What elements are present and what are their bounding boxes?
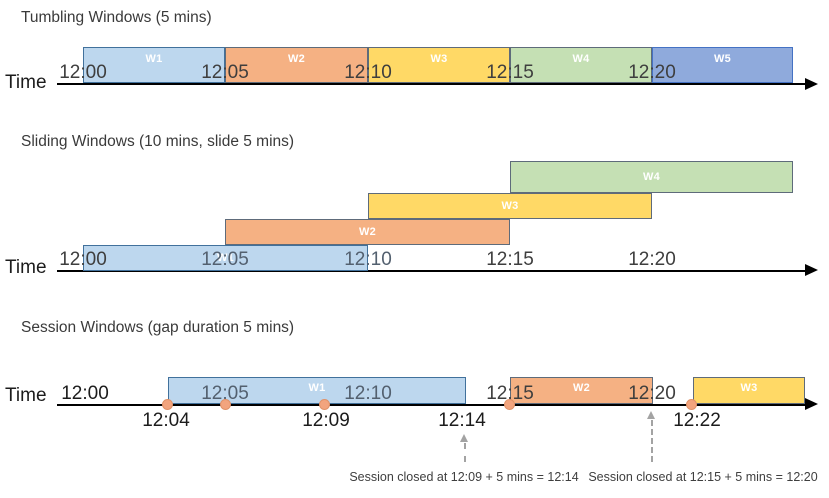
session-tick-1205: 12:05	[201, 383, 249, 404]
annotation-arrow-1-head-icon	[460, 434, 468, 442]
tumbling-window-w3-label: W3	[430, 53, 448, 65]
session-tick-1200: 12:00	[61, 383, 109, 404]
tumbling-window-w5-label: W5	[713, 53, 732, 65]
event-dot-1215	[504, 399, 515, 410]
session-event-label-1214: 12:14	[438, 410, 486, 431]
sliding-time-axis	[57, 270, 806, 272]
session-window-w3: W3	[693, 377, 805, 404]
tumbling-tick-1220: 12:20	[628, 62, 676, 83]
session-window-w2: W2	[510, 377, 653, 404]
session-tick-1215: 12:15	[486, 383, 534, 404]
sliding-tick-1215: 12:15	[486, 249, 534, 270]
tumbling-window-w4: W4	[510, 47, 652, 83]
session-window-w1-label: W1	[308, 382, 326, 394]
annotation-arrow-2-line	[651, 420, 653, 462]
session-event-label-1204: 12:04	[142, 410, 190, 431]
sliding-title: Sliding Windows (10 mins, slide 5 mins)	[21, 133, 295, 150]
session-annotation-2: Session closed at 12:15 + 5 mins = 12:20	[588, 470, 818, 484]
sliding-window-w3-label: W3	[501, 200, 519, 212]
sliding-window-w1: W1	[83, 245, 368, 271]
tumbling-tick-1210: 12:10	[344, 62, 392, 83]
tumbling-window-w2-label: W2	[287, 53, 306, 65]
tumbling-tick-1215: 12:15	[486, 62, 534, 83]
sliding-window-w3: W3	[368, 193, 652, 219]
tumbling-window-w3: W3	[368, 47, 510, 83]
tumbling-axis-arrow-icon	[805, 78, 818, 90]
sliding-tick-1205: 12:05	[201, 249, 249, 270]
tumbling-tick-1200: 12:00	[59, 62, 107, 83]
sliding-window-w4: W4	[510, 161, 793, 193]
tumbling-tick-1205: 12:05	[201, 62, 249, 83]
annotation-arrow-2-head-icon	[647, 411, 655, 419]
tumbling-window-w1: W1	[83, 47, 225, 83]
session-time-axis	[57, 404, 806, 406]
session-tick-1220: 12:20	[628, 383, 676, 404]
sliding-window-w4-label: W4	[642, 171, 661, 183]
sliding-tick-1200: 12:00	[59, 249, 107, 270]
event-dot-1209	[319, 399, 330, 410]
tumbling-window-w5: W5	[652, 47, 793, 83]
session-window-w1: W1	[168, 377, 466, 404]
sliding-tick-1220: 12:20	[628, 249, 676, 270]
sliding-time-axis-label: Time	[5, 257, 47, 278]
tumbling-window-w4-label: W4	[572, 53, 590, 65]
session-time-axis-label: Time	[5, 385, 47, 406]
event-dot-1204	[162, 399, 173, 410]
tumbling-title: Tumbling Windows (5 mins)	[21, 9, 212, 26]
event-dot-1205	[220, 399, 231, 410]
tumbling-window-w2: W2	[225, 47, 368, 83]
session-annotation-1: Session closed at 12:09 + 5 mins = 12:14	[349, 470, 579, 484]
sliding-window-w2: W2	[225, 219, 510, 245]
event-dot-1222	[686, 399, 697, 410]
session-event-label-1222: 12:22	[673, 410, 721, 431]
session-tick-1210: 12:10	[344, 383, 392, 404]
tumbling-time-axis-label: Time	[5, 72, 47, 93]
tumbling-window-w1-label: W1	[145, 53, 163, 65]
session-window-w2-label: W2	[572, 382, 591, 394]
sliding-window-w1-label: W1	[216, 252, 235, 264]
session-event-label-1209: 12:09	[302, 410, 350, 431]
sliding-axis-arrow-icon	[805, 264, 818, 276]
session-window-w3-label: W3	[740, 382, 758, 394]
session-title: Session Windows (gap duration 5 mins)	[21, 319, 295, 336]
annotation-arrow-1-line	[464, 443, 466, 462]
tumbling-time-axis	[57, 83, 806, 85]
session-axis-arrow-icon	[805, 398, 818, 410]
sliding-window-w2-label: W2	[358, 226, 377, 238]
sliding-tick-1210: 12:10	[344, 249, 392, 270]
